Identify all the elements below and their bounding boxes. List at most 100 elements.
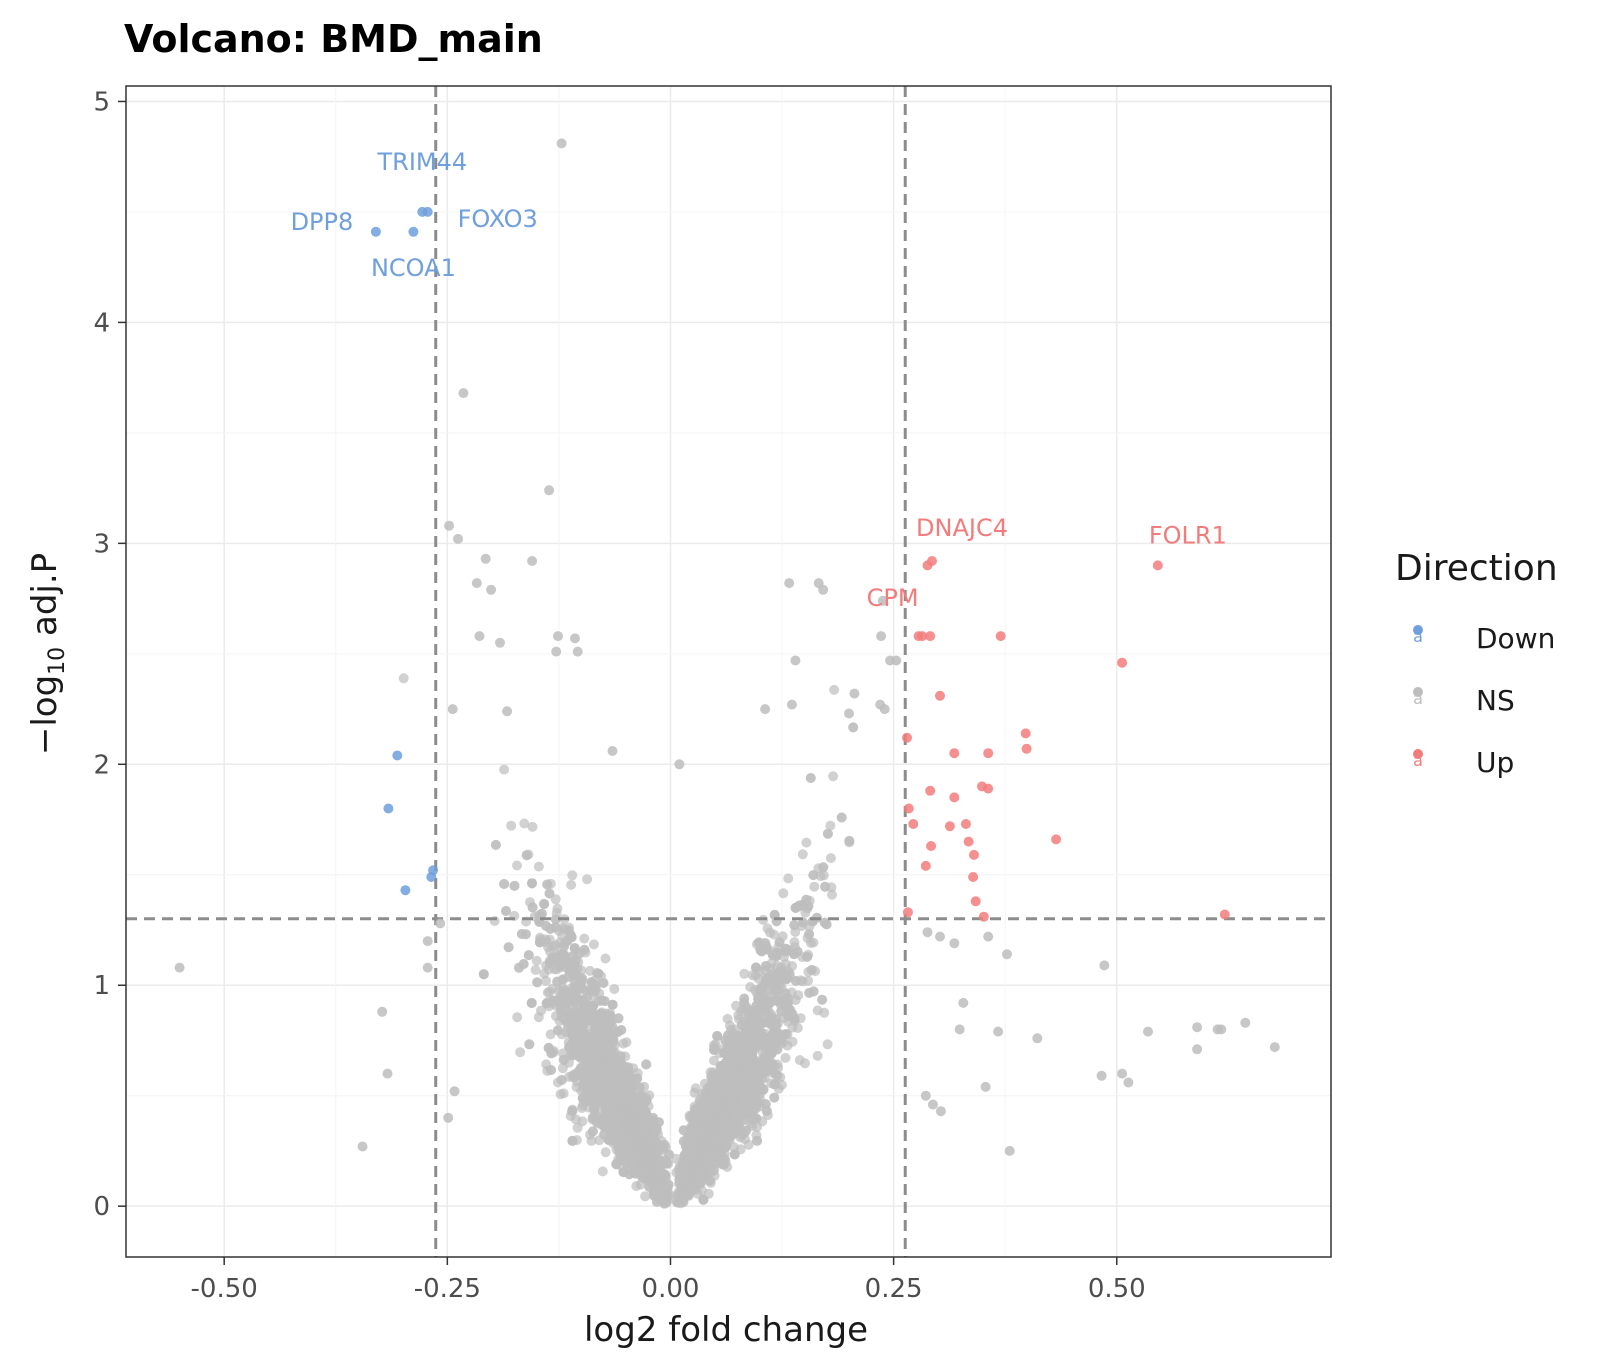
ns-point xyxy=(542,879,553,890)
ns-point xyxy=(597,1166,608,1177)
ns-point xyxy=(550,940,561,951)
ns-point xyxy=(609,984,620,994)
ns-point xyxy=(809,881,820,892)
ns-point xyxy=(709,1055,719,1066)
ns-point xyxy=(780,946,791,957)
ns-point xyxy=(632,1073,643,1084)
ns-point xyxy=(818,870,829,881)
ns-point xyxy=(512,860,522,871)
ns-point xyxy=(568,969,579,980)
ns-point xyxy=(589,1104,600,1115)
ns-point xyxy=(618,1167,629,1178)
ns-point xyxy=(523,950,534,961)
ns-point xyxy=(822,1039,833,1050)
ns-point xyxy=(515,1047,526,1058)
ns-point xyxy=(778,888,789,899)
ns-point xyxy=(567,951,578,962)
ns-point xyxy=(567,870,578,881)
ns-point xyxy=(568,1031,579,1042)
ns-point xyxy=(566,879,577,890)
ns-point xyxy=(588,1085,599,1096)
ns-point xyxy=(808,870,819,881)
ns-point xyxy=(552,1025,563,1036)
ns-point xyxy=(731,1000,742,1011)
ns-point xyxy=(600,953,611,964)
ns-point xyxy=(790,976,801,986)
ns-point xyxy=(593,968,604,979)
ns-point xyxy=(608,1029,619,1040)
ns-point xyxy=(756,1003,767,1014)
ns-point xyxy=(739,968,750,979)
ns-point xyxy=(582,874,593,885)
ns-point xyxy=(552,903,563,914)
ns-point xyxy=(571,994,582,1005)
ns-point xyxy=(801,837,812,848)
ns-point xyxy=(534,937,545,948)
ns-point xyxy=(533,861,544,872)
ns-point xyxy=(765,927,775,938)
ns-point xyxy=(817,994,828,1005)
ns-point xyxy=(648,1112,658,1123)
ns-point xyxy=(769,1092,780,1103)
ns-point xyxy=(746,1047,756,1058)
ns-point xyxy=(574,1051,585,1062)
ns-point xyxy=(598,978,609,988)
ns-point xyxy=(763,999,774,1010)
ns-point xyxy=(519,818,530,829)
ns-point xyxy=(820,881,831,892)
ns-point xyxy=(739,993,750,1004)
ns-point xyxy=(787,1036,798,1047)
ns-point xyxy=(567,1135,578,1146)
ns-point xyxy=(607,999,618,1010)
ns-point xyxy=(588,939,599,950)
ns-point xyxy=(680,1141,691,1152)
ns-point xyxy=(613,1013,624,1024)
ns-point xyxy=(782,973,793,983)
ns-point xyxy=(545,923,556,934)
ns-point xyxy=(751,1113,762,1124)
ns-point xyxy=(542,987,553,998)
ns-point xyxy=(557,974,568,985)
ns-point xyxy=(594,1135,605,1146)
ns-point xyxy=(499,764,510,775)
ns-point xyxy=(634,1082,645,1093)
ns-point xyxy=(558,1054,569,1065)
ns-point xyxy=(512,1012,523,1023)
ns-point xyxy=(586,1135,597,1146)
ns-point xyxy=(545,1029,556,1040)
ns-point xyxy=(771,995,782,1006)
ns-point xyxy=(640,1191,651,1202)
chart-title: Volcano: BMD_main xyxy=(124,17,543,61)
ns-point xyxy=(780,1052,791,1063)
ns-point xyxy=(803,975,813,986)
ns-point xyxy=(760,961,771,971)
ns-point xyxy=(596,995,607,1006)
ns-point xyxy=(806,965,817,975)
ns-point xyxy=(804,929,815,940)
ns-point xyxy=(550,914,561,925)
ns-point xyxy=(827,889,837,900)
ns-point xyxy=(770,1079,781,1090)
ns-point xyxy=(604,1016,615,1027)
ns-point xyxy=(544,888,555,899)
ns-point xyxy=(789,920,800,931)
ns-point xyxy=(620,1068,631,1079)
ns-point xyxy=(398,673,409,684)
ns-point xyxy=(825,820,836,831)
ns-point xyxy=(709,1044,720,1055)
ns-point xyxy=(524,1039,535,1050)
ns-point xyxy=(783,873,794,884)
ns-point xyxy=(659,1140,670,1150)
ns-point xyxy=(521,850,532,861)
ns-point xyxy=(527,821,538,832)
ns-point-cloud xyxy=(398,673,859,1209)
ns-point xyxy=(618,1038,629,1049)
ns-point xyxy=(567,958,578,969)
ns-point xyxy=(555,995,566,1006)
ns-point xyxy=(555,1089,566,1100)
ns-point xyxy=(784,1010,795,1021)
ns-point xyxy=(818,862,829,873)
ns-point xyxy=(741,1003,752,1014)
ns-point xyxy=(761,1105,772,1116)
